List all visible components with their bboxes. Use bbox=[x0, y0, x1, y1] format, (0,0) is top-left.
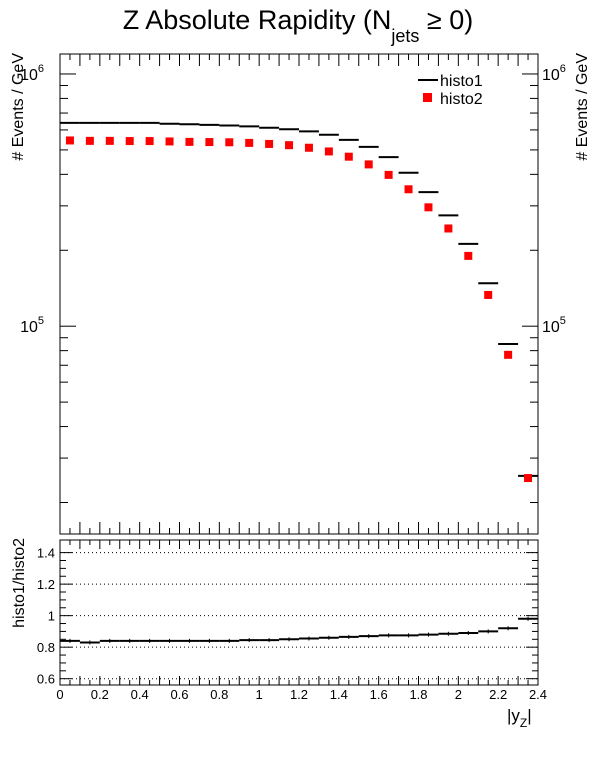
histo2-square-marker bbox=[145, 137, 154, 146]
histo2-square-marker bbox=[344, 152, 353, 161]
histo2-square-marker bbox=[265, 139, 274, 148]
ratio-series bbox=[60, 616, 538, 645]
x-axis-label-tail: | bbox=[527, 706, 531, 725]
ratio-x-tick-label: 1.8 bbox=[409, 687, 427, 702]
y-axis-label-left: # Events / GeV bbox=[10, 53, 27, 161]
histo2-square-marker bbox=[165, 137, 174, 146]
ratio-x-tick-label: 1.6 bbox=[370, 687, 388, 702]
chart-title-main: Z Absolute Rapidity (N bbox=[123, 5, 392, 35]
ratio-y-tick-labels: 0.6 0.8 1 1.2 1.4 bbox=[37, 546, 55, 687]
histo2-square-marker bbox=[464, 251, 473, 260]
legend-label-histo1: histo1 bbox=[440, 73, 483, 90]
legend-label-histo2: histo2 bbox=[440, 91, 483, 108]
x-axis-label: |yZ| bbox=[507, 706, 532, 730]
chart-title-sub: jets bbox=[390, 26, 419, 46]
main-axis-ticks bbox=[59, 54, 539, 534]
ratio-y-tick-label: 1.2 bbox=[37, 577, 55, 592]
histo2-square-marker bbox=[444, 224, 453, 233]
histo2-square-marker bbox=[205, 138, 214, 147]
histo2-square-marker bbox=[504, 350, 513, 359]
ratio-x-tick-labels: 0 0.2 0.4 0.6 0.8 1 1.2 1.4 1.6 1.8 2 2.2 2.4 bbox=[56, 687, 547, 702]
histo2-square-marker bbox=[404, 185, 413, 194]
ratio-x-tick-label: 0.2 bbox=[91, 687, 109, 702]
ratio-y-axis-label: histo1/histo2 bbox=[11, 538, 28, 628]
histo2-square-marker bbox=[105, 136, 114, 145]
main-y-tick-label-right: 106 bbox=[542, 63, 566, 84]
ratio-x-tick-label: 0.8 bbox=[210, 687, 228, 702]
ratio-x-tick-label: 0.6 bbox=[170, 687, 188, 702]
histo2-square-marker bbox=[384, 170, 393, 179]
legend-square-marker bbox=[423, 93, 432, 102]
ratio-y-tick-label: 1 bbox=[48, 609, 55, 624]
ratio-axis-ticks bbox=[59, 540, 539, 685]
main-panel: 105 105 106 106 # Events / GeV # Events / G… bbox=[10, 53, 591, 535]
chart-title-tail: ≥ 0) bbox=[419, 5, 473, 35]
histo2-square-marker bbox=[324, 147, 333, 156]
ratio-x-tick-label: 1 bbox=[256, 687, 263, 702]
y-axis-label-right: # Events / GeV bbox=[574, 53, 591, 161]
ratio-x-tick-label: 1.2 bbox=[290, 687, 308, 702]
x-axis-label-main: |y bbox=[507, 706, 520, 725]
ratio-y-tick-label: 1.4 bbox=[37, 546, 55, 561]
histo2-square-marker bbox=[65, 136, 74, 145]
x-axis-label-sub: Z bbox=[520, 716, 527, 730]
histo2-square-marker bbox=[185, 137, 194, 146]
main-y-tick-label: 105 bbox=[20, 315, 44, 336]
histo2-square-marker bbox=[304, 143, 313, 152]
histo2-square-marker bbox=[245, 138, 254, 147]
histo2-square-marker bbox=[125, 137, 134, 146]
histo2-square-marker bbox=[364, 160, 373, 169]
ratio-x-tick-label: 2.4 bbox=[529, 687, 547, 702]
ratio-x-tick-label: 0 bbox=[56, 687, 63, 702]
ratio-x-tick-label: 2 bbox=[455, 687, 462, 702]
ratio-x-tick-label: 1.4 bbox=[330, 687, 348, 702]
ratio-y-tick-label: 0.6 bbox=[37, 672, 55, 687]
histo2-square-marker bbox=[424, 203, 433, 212]
main-y-tick-label: 106 bbox=[20, 63, 44, 84]
histo2-square-marker bbox=[225, 138, 234, 147]
legend: histo1 histo2 bbox=[418, 73, 483, 108]
histo2-square-marker bbox=[524, 474, 533, 483]
histo2-square-marker bbox=[285, 141, 294, 150]
ratio-x-tick-label: 0.4 bbox=[131, 687, 149, 702]
histo2-square-marker bbox=[484, 290, 493, 299]
ratio-panel: 0.6 0.8 1 1.2 1.4 0 0.2 0.4 0.6 0.8 1 1.2 1.4 1.6 1.8… bbox=[11, 538, 547, 730]
ratio-x-tick-label: 2.2 bbox=[489, 687, 507, 702]
main-y-tick-labels: 105 105 106 106 bbox=[20, 63, 566, 336]
main-y-tick-label-right: 105 bbox=[542, 315, 566, 336]
ratio-y-tick-label: 0.8 bbox=[37, 640, 55, 655]
histo2-square-marker bbox=[85, 136, 94, 145]
main-series bbox=[60, 121, 538, 483]
chart-title: Z Absolute Rapidity (Njets ≥ 0) bbox=[123, 5, 473, 46]
